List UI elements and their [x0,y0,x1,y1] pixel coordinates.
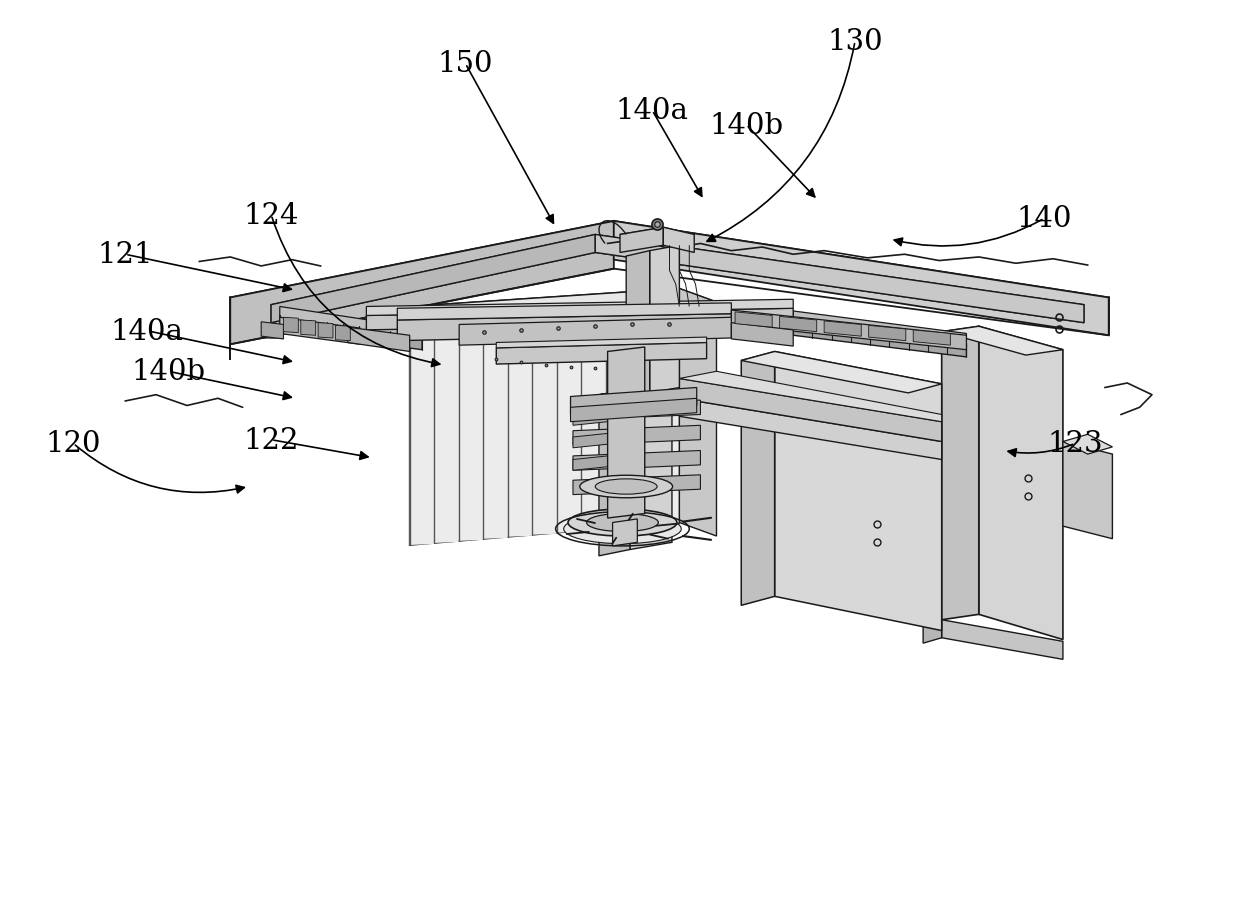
Text: 140b: 140b [131,358,206,386]
Polygon shape [272,235,595,323]
Polygon shape [680,399,941,460]
Ellipse shape [564,514,681,544]
Polygon shape [231,222,1109,329]
Polygon shape [409,290,680,546]
Polygon shape [913,330,950,345]
Text: 124: 124 [243,201,299,229]
Polygon shape [650,246,680,393]
Polygon shape [573,434,608,448]
Polygon shape [366,308,794,330]
Polygon shape [262,322,284,339]
Polygon shape [397,304,732,320]
Polygon shape [272,235,1084,323]
Polygon shape [409,290,717,320]
Polygon shape [532,299,557,535]
Polygon shape [680,379,941,442]
Polygon shape [280,307,409,338]
Ellipse shape [580,475,672,498]
Polygon shape [923,620,941,643]
Polygon shape [599,395,630,557]
Polygon shape [284,318,299,333]
Text: 121: 121 [98,241,153,269]
Polygon shape [573,400,701,420]
Polygon shape [507,299,532,538]
Polygon shape [614,222,1109,336]
Polygon shape [735,312,773,327]
Polygon shape [780,317,817,332]
Text: 140: 140 [1017,205,1073,233]
Polygon shape [570,399,697,422]
Polygon shape [301,320,316,336]
Polygon shape [557,297,582,533]
Polygon shape [742,352,941,393]
Polygon shape [775,352,941,630]
Polygon shape [570,388,697,415]
Text: 123: 123 [1048,430,1104,458]
Polygon shape [794,325,966,357]
Polygon shape [336,326,350,341]
Text: 120: 120 [46,430,100,458]
Polygon shape [941,327,1063,355]
Polygon shape [655,290,680,525]
Polygon shape [496,343,707,364]
Polygon shape [319,323,334,338]
Polygon shape [825,321,862,336]
Text: 140b: 140b [709,112,784,140]
Text: 140a: 140a [110,318,184,345]
Polygon shape [680,290,717,537]
Polygon shape [347,327,409,352]
Polygon shape [459,303,484,541]
Polygon shape [573,456,608,471]
Polygon shape [608,347,645,519]
Text: 140a: 140a [616,97,688,125]
Polygon shape [620,228,694,243]
Polygon shape [663,228,694,253]
Polygon shape [613,520,637,547]
Polygon shape [599,382,672,395]
Polygon shape [496,337,707,348]
Polygon shape [941,327,978,620]
Polygon shape [397,314,732,341]
Polygon shape [573,451,701,471]
Polygon shape [280,318,360,345]
Polygon shape [732,310,966,350]
Polygon shape [1063,435,1112,455]
Polygon shape [620,228,663,253]
Polygon shape [630,291,655,527]
Polygon shape [595,235,1084,323]
Polygon shape [941,620,1063,659]
Polygon shape [459,318,732,345]
Ellipse shape [587,514,658,532]
Text: 150: 150 [438,51,494,78]
Polygon shape [794,311,966,345]
Polygon shape [606,293,630,529]
Polygon shape [732,323,794,346]
Polygon shape [573,475,701,495]
Polygon shape [573,426,701,446]
Polygon shape [626,252,650,399]
Polygon shape [742,352,775,605]
Polygon shape [869,326,905,341]
Polygon shape [484,301,507,539]
Polygon shape [680,372,941,422]
Polygon shape [582,295,606,531]
Polygon shape [434,305,459,543]
Polygon shape [978,327,1063,640]
Polygon shape [280,316,422,350]
Text: 122: 122 [243,427,299,455]
Polygon shape [231,222,614,345]
Polygon shape [366,300,794,316]
Polygon shape [409,307,434,546]
Ellipse shape [568,510,677,537]
Polygon shape [573,411,608,426]
Polygon shape [630,388,672,550]
Ellipse shape [595,479,657,494]
Text: 130: 130 [827,28,883,56]
Polygon shape [1063,442,1112,539]
